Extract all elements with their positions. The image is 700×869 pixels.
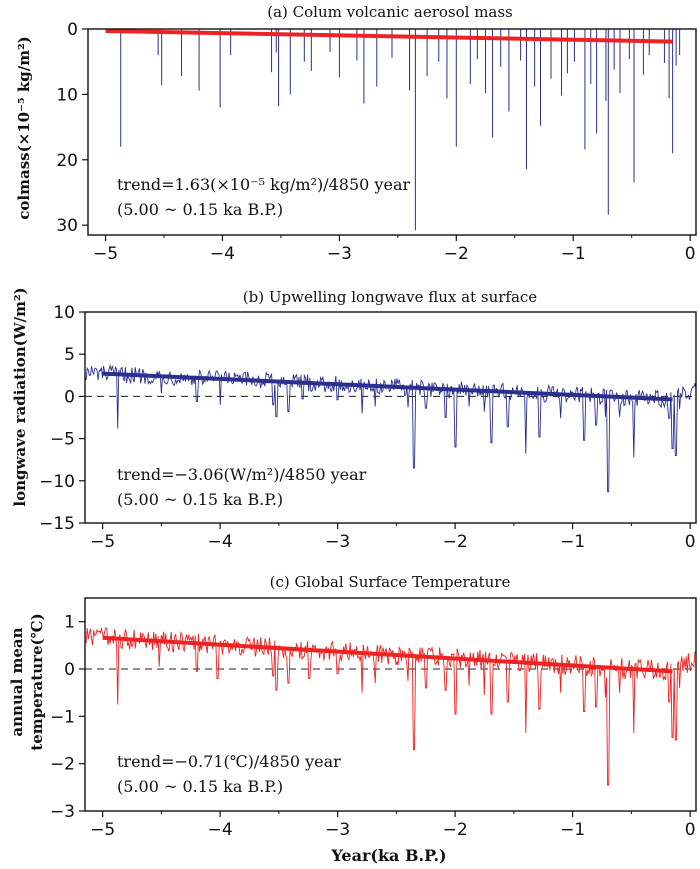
panel-b-ytick-label: 10 — [53, 303, 75, 323]
panel-c-xtick-label: −3 — [325, 820, 350, 840]
panel-a-xtick-label: 0 — [685, 244, 696, 264]
panel-b-trend-text: trend=−3.06(W/m²)/4850 year — [117, 465, 367, 484]
panel-a-period-text: (5.00 ~ 0.15 ka B.P.) — [117, 200, 283, 219]
panel-c-xtick-label: −4 — [208, 820, 233, 840]
panel-b-xtick-label: −1 — [560, 532, 585, 552]
panel-a-ytick-label: 30 — [56, 216, 78, 236]
panel-b-xtick-label: −5 — [90, 532, 115, 552]
panel-a-ytick-label: 10 — [56, 85, 78, 105]
panel-c-plot: −5 −4 −3 −2 −1 0 −3 −2 −1 0 1 — [50, 597, 697, 840]
panel-a-title: (a) Colum volcanic aerosol mass — [267, 3, 513, 21]
panel-a-plot: −5 −4 −3 −2 −1 0 0 10 20 30 — [56, 20, 697, 264]
panel-c-ylabel-line-1: annual mean — [8, 627, 26, 736]
panel-a-trend-text: trend=1.63(×10⁻⁵ kg/m²)/4850 year — [117, 175, 410, 194]
panel-c-series-line — [84, 627, 697, 786]
panel-a-frame — [87, 28, 697, 236]
panel-c-trend-line — [102, 635, 673, 674]
panel-c-xtick-label: −5 — [90, 820, 115, 840]
panel-b-period-text: (5.00 ~ 0.15 ka B.P.) — [117, 490, 283, 509]
panel-c-xtick-label: −2 — [443, 820, 468, 840]
panel-c-frame — [84, 597, 697, 812]
panel-a-xtick-label: −5 — [93, 244, 118, 264]
panel-b-xtick-label: −4 — [208, 532, 233, 552]
panel-c-xtick-label: 0 — [685, 820, 696, 840]
panel-a-ylabel: colmass(×10⁻⁵ kg/m²) — [15, 36, 33, 219]
panel-b-ytick-label: 0 — [64, 387, 75, 407]
panel-a-ytick-label: 0 — [67, 20, 78, 40]
panel-b-xtick-label: −2 — [443, 532, 468, 552]
panel-c-ylabel-line-2: temperature(℃) — [28, 613, 46, 750]
panel-b-xtick-label: 0 — [685, 532, 696, 552]
panel-c-period-text: (5.00 ~ 0.15 ka B.P.) — [117, 777, 283, 796]
panel-a-xtick-label: −1 — [561, 244, 586, 264]
panel-b-trend-line — [102, 371, 673, 402]
panel-b-title: (b) Upwelling longwave flux at surface — [243, 288, 538, 306]
panel-c-ytick-label: −3 — [50, 802, 75, 822]
panel-b-frame — [84, 311, 697, 524]
panel-b-xtick-label: −3 — [325, 532, 350, 552]
panel-c-ytick-label: 1 — [64, 613, 75, 633]
panel-b-ytick-label: −15 — [39, 514, 75, 534]
panel-c-ytick-label: −1 — [50, 707, 75, 727]
panel-a-xtick-label: −3 — [327, 244, 352, 264]
panel-a-trend-line — [105, 28, 673, 44]
panel-b-ytick-label: 5 — [64, 345, 75, 365]
panel-a-ytick-label: 20 — [56, 151, 78, 171]
panel-b-ylabel: longwave radiation(W/m²) — [11, 287, 29, 506]
x-axis-label: Year(ka B.P.) — [330, 846, 446, 865]
panel-c: (c) Global Surface Temperature −5 −4 −3 −2−… — [8, 573, 697, 840]
panel-c-ytick-label: −2 — [50, 755, 75, 775]
panel-c-title: (c) Global Surface Temperature — [270, 573, 511, 591]
panel-c-ytick-label: 0 — [64, 660, 75, 680]
panel-b-ytick-label: −10 — [39, 472, 75, 492]
panel-a-xtick-label: −4 — [210, 244, 235, 264]
panel-b-ytick-label: −5 — [50, 430, 75, 450]
panel-a-xtick-label: −2 — [444, 244, 469, 264]
panel-c-xtick-label: −1 — [560, 820, 585, 840]
panel-c-trend-text: trend=−0.71(℃)/4850 year — [117, 752, 341, 771]
panel-a: (a) Colum volcanic aerosol mass −5 −4 −3 −2… — [15, 3, 697, 264]
panel-b: (b) Upwelling longwave flux at surface −… — [11, 287, 697, 552]
